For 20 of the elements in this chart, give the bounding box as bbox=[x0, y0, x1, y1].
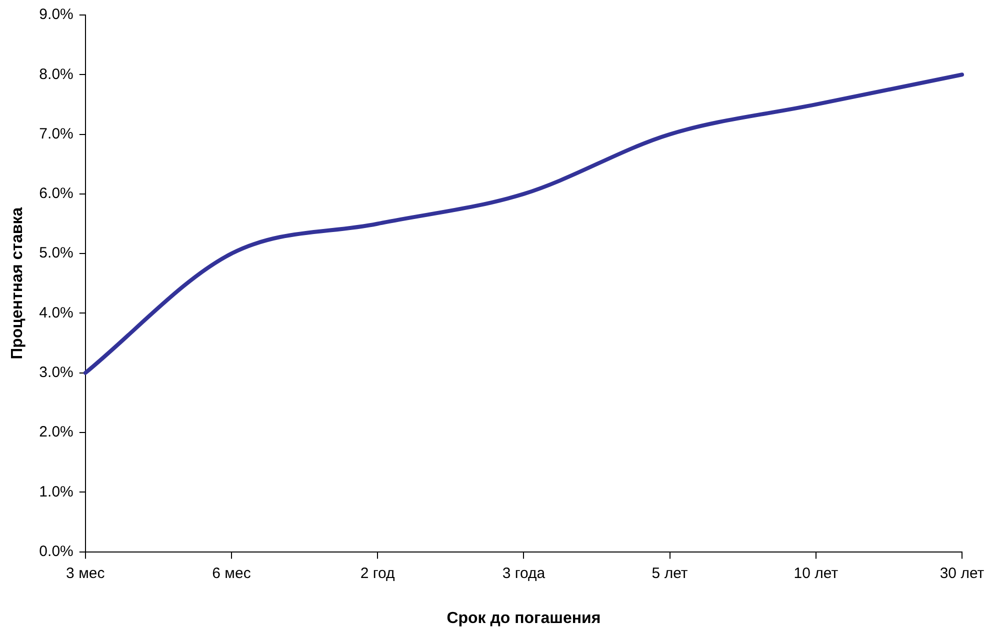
x-tick-label: 5 лет bbox=[652, 564, 688, 582]
y-tick-label: 0.0% bbox=[39, 542, 74, 560]
y-tick-label: 3.0% bbox=[39, 364, 74, 382]
line-series bbox=[83, 72, 964, 375]
x-tick-label: 6 мес bbox=[212, 564, 252, 582]
y-tick-label: 9.0% bbox=[39, 6, 74, 24]
y-tick-label: 4.0% bbox=[39, 304, 74, 322]
x-axis-title: Срок до погашения bbox=[446, 610, 601, 627]
y-tick-label: 7.0% bbox=[39, 125, 74, 142]
y-tick-label: 5.0% bbox=[39, 244, 74, 262]
y-tick-label: 8.0% bbox=[39, 66, 74, 83]
x-tick-label: 2 год bbox=[360, 564, 396, 582]
x-tick-label: 3 года bbox=[502, 564, 546, 582]
y-tick-label: 1.0% bbox=[39, 483, 74, 500]
y-axis-title: Процентная ставка bbox=[9, 207, 26, 360]
x-tick-label: 3 мес bbox=[66, 564, 106, 582]
y-tick-label: 2.0% bbox=[39, 424, 74, 441]
x-tick-label: 30 лет bbox=[940, 564, 984, 582]
x-tick-label: 10 лет bbox=[794, 564, 838, 582]
y-tick-label: 6.0% bbox=[39, 185, 74, 202]
